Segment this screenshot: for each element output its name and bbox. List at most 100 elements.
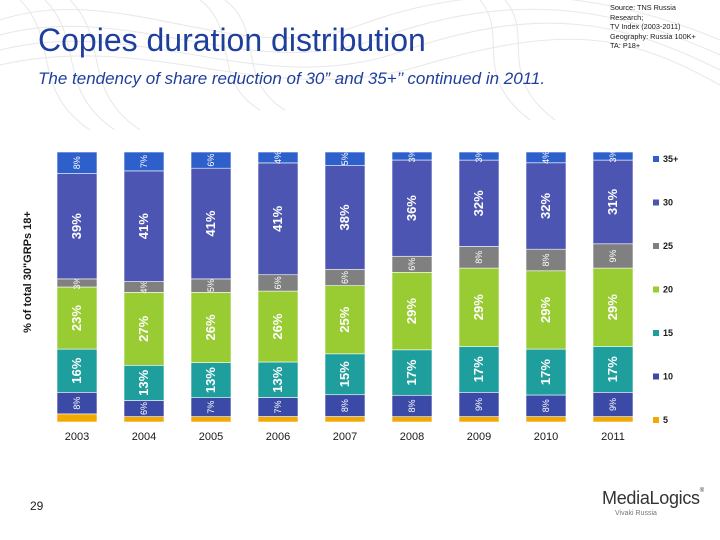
x-tick-label: 2010 <box>534 431 558 443</box>
bar-segment <box>391 271 433 351</box>
bar-segment <box>123 151 165 172</box>
bar-segment <box>458 391 500 417</box>
data-label: 16% <box>69 357 84 383</box>
bar-segment <box>257 162 299 276</box>
data-label: 41% <box>136 213 151 239</box>
data-label: 6% <box>139 402 149 415</box>
data-label: 6% <box>407 258 417 271</box>
data-label: 13% <box>270 366 285 392</box>
bar-segment <box>56 173 98 280</box>
x-tick-label: 2007 <box>333 431 357 443</box>
bar-segment <box>257 151 299 164</box>
data-label: 17% <box>538 359 553 385</box>
data-label: 7% <box>139 155 149 168</box>
data-label: 4% <box>273 151 283 164</box>
bar-segment <box>458 346 500 393</box>
data-label: 32% <box>538 193 553 219</box>
data-label: 3% <box>608 150 618 163</box>
bar-segment <box>257 361 299 398</box>
bar-segment <box>592 159 634 245</box>
bar-segment <box>324 165 366 270</box>
data-label: 6% <box>273 276 283 289</box>
x-tick-label: 2006 <box>266 431 290 443</box>
data-label: 31% <box>605 189 620 215</box>
page-number: 29 <box>30 499 44 513</box>
data-label: 32% <box>471 190 486 216</box>
x-tick-label: 2011 <box>601 431 625 443</box>
data-label: 38% <box>337 204 352 230</box>
source-line: TV Index (2003-2011) <box>610 22 681 32</box>
data-label: 9% <box>474 398 484 411</box>
data-label: 26% <box>203 314 218 340</box>
data-label: 13% <box>203 367 218 393</box>
bar-segment <box>525 348 567 396</box>
bar-segment <box>56 413 98 423</box>
data-label: 5% <box>340 152 350 165</box>
bar-segment <box>123 416 165 423</box>
bar-segment <box>324 285 366 355</box>
data-label: 3% <box>474 150 484 163</box>
source-line: TA: P18+ <box>610 41 641 51</box>
data-label: 4% <box>541 151 551 164</box>
bar-segment <box>525 162 567 250</box>
data-label: 3% <box>407 150 417 163</box>
legend-label: 20 <box>663 285 673 295</box>
legend-label: 30 <box>663 198 673 208</box>
legend-swatch <box>653 156 659 162</box>
bar-segment <box>56 348 98 393</box>
bar-segment <box>324 151 366 166</box>
slide-subtitle: The tendency of share reduction of 30” a… <box>38 69 546 88</box>
data-label: 6% <box>340 271 350 284</box>
legend-swatch <box>653 330 659 336</box>
bar-segment <box>56 286 98 350</box>
data-label: 4% <box>139 280 149 293</box>
data-label: 9% <box>608 249 618 262</box>
x-tick-label: 2008 <box>400 431 424 443</box>
slide-title: Copies duration distribution <box>38 22 426 58</box>
y-axis-label: % of total 30"GRPs 18+ <box>22 211 34 333</box>
bar-segment <box>324 416 366 423</box>
x-tick-label: 2004 <box>132 431 156 443</box>
logo-tagline: Vivaki Russia <box>615 510 657 517</box>
x-tick-label: 2009 <box>467 431 491 443</box>
bar-segment <box>525 151 567 164</box>
data-label: 8% <box>407 399 417 412</box>
legend-label: 35+ <box>663 154 678 164</box>
bar-segment <box>190 416 232 423</box>
data-label: 5% <box>206 279 216 292</box>
legend-label: 5 <box>663 415 668 425</box>
data-label: 23% <box>69 305 84 331</box>
data-label: 29% <box>538 297 553 323</box>
legend-label: 25 <box>663 241 673 251</box>
data-label: 13% <box>136 369 151 395</box>
data-label: 6% <box>206 154 216 167</box>
data-label: 26% <box>270 313 285 339</box>
bar-segment <box>190 151 232 169</box>
data-label: 36% <box>404 195 419 221</box>
bar-segment <box>123 170 165 282</box>
bar-segment <box>190 362 232 399</box>
data-label: 8% <box>72 156 82 169</box>
bar-segment <box>123 364 165 401</box>
data-label: 9% <box>608 398 618 411</box>
swirl-decoration <box>0 0 720 130</box>
data-label: 7% <box>206 401 216 414</box>
data-label: 25% <box>337 306 352 332</box>
source-line: Source: TNS Russia <box>610 3 676 12</box>
x-tick-label: 2003 <box>65 431 89 443</box>
bar-segment <box>458 159 500 247</box>
bar-segment <box>458 267 500 347</box>
data-label: 29% <box>605 294 620 320</box>
x-tick-label: 2005 <box>199 431 223 443</box>
bar-segment <box>525 416 567 423</box>
legend-swatch <box>653 243 659 249</box>
data-label: 8% <box>340 399 350 412</box>
legend-swatch <box>653 417 659 423</box>
data-label: 27% <box>136 315 151 341</box>
logo-name: MediaLogics® <box>602 488 704 508</box>
source-line: Research; <box>610 12 644 22</box>
legend-swatch <box>653 373 659 380</box>
data-label: 41% <box>270 205 285 231</box>
data-label: 8% <box>72 397 82 410</box>
